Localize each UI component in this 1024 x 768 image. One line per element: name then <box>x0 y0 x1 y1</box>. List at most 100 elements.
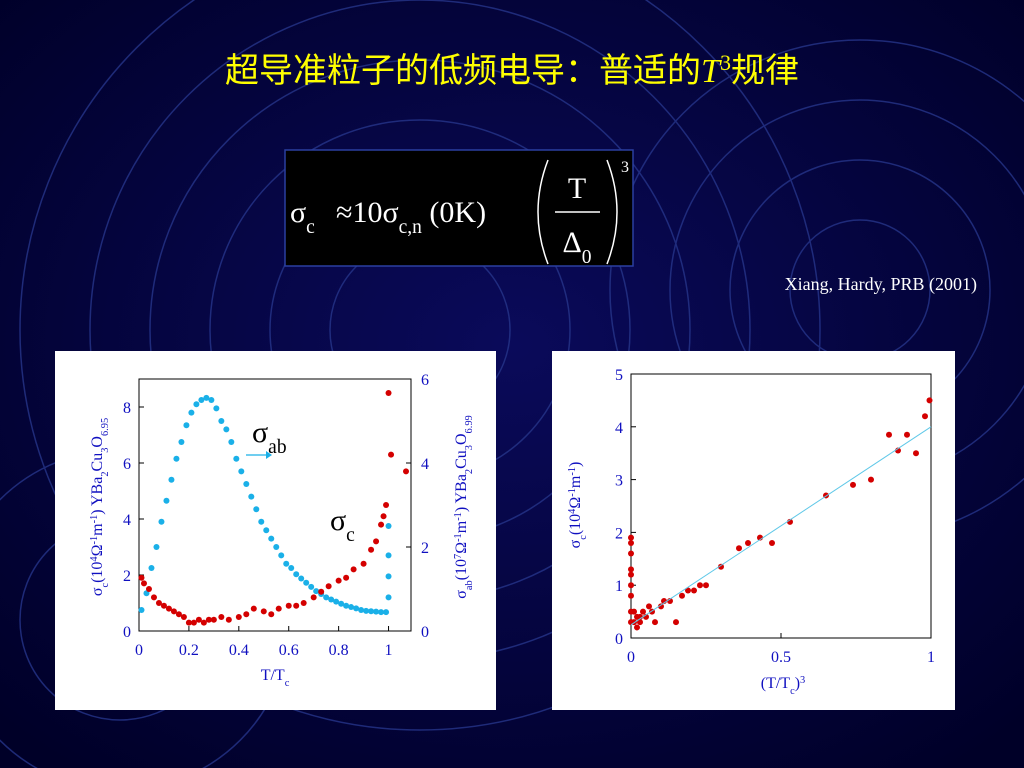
data-point <box>150 594 157 601</box>
formula-rhs: ≈10σc,n (0K) <box>336 196 486 238</box>
x-tick-label: 0 <box>627 649 635 666</box>
data-point <box>634 624 640 631</box>
data-point <box>138 574 145 581</box>
data-point <box>628 571 634 578</box>
y-axis-label-part: -1 <box>567 488 578 497</box>
data-point <box>303 579 310 586</box>
data-point <box>145 586 152 592</box>
data-point <box>373 608 380 615</box>
data-point <box>325 583 332 590</box>
data-point <box>913 450 919 457</box>
y2-axis-label-part: -1 <box>453 512 464 521</box>
slide-title-part: T <box>701 53 722 90</box>
data-point <box>628 566 634 573</box>
chart-panel <box>552 351 955 710</box>
y2-axis-label-part: (10 <box>453 559 470 580</box>
data-point <box>323 594 330 601</box>
y-axis-label-part: (10 <box>567 514 584 535</box>
data-point <box>225 616 232 623</box>
data-point <box>368 546 375 553</box>
data-point <box>140 580 147 587</box>
x-axis-label-part: c <box>790 686 795 697</box>
data-point <box>213 405 220 412</box>
formula-lhs-part: c <box>306 217 315 238</box>
annotation-part: σ <box>330 504 346 537</box>
y-axis-label-part: ) <box>567 462 584 467</box>
y-axis-label-part: Cu <box>89 453 106 472</box>
data-point <box>922 413 928 420</box>
annotation: σc <box>330 504 355 546</box>
data-point <box>165 605 172 612</box>
y-axis-label-part: -1 <box>567 467 578 476</box>
formula-box <box>284 149 634 267</box>
y-axis-label-part: σ <box>567 539 584 548</box>
data-point <box>160 602 167 609</box>
y2-axis-label-part: σ <box>453 590 470 599</box>
data-point <box>170 608 177 615</box>
y-axis-label-part: -1 <box>89 515 100 524</box>
data-point <box>188 409 195 416</box>
data-point <box>338 600 345 607</box>
data-point <box>333 598 340 605</box>
data-point <box>679 592 685 599</box>
data-point <box>298 575 305 582</box>
data-point <box>673 619 679 626</box>
data-point <box>268 535 275 542</box>
data-point <box>388 451 395 458</box>
data-point <box>403 468 410 475</box>
y-axis-label-part: 4 <box>567 508 578 514</box>
x-axis-label: T/Tc <box>261 667 290 689</box>
data-point <box>163 497 170 504</box>
data-point <box>203 394 210 401</box>
data-point <box>886 431 892 438</box>
y-axis-label-part: c <box>578 535 589 540</box>
paren-right <box>606 159 618 265</box>
data-point <box>652 619 658 626</box>
data-point <box>685 587 691 594</box>
y2-axis-label-part: Ω <box>453 542 470 554</box>
y2-axis-label-part: 6.99 <box>464 415 475 433</box>
paren-left <box>537 159 549 265</box>
data-point <box>628 592 634 599</box>
x-axis-label-part: 3 <box>800 675 805 686</box>
data-point <box>383 609 390 616</box>
data-point <box>343 574 350 581</box>
y-tick-label: 0 <box>615 631 623 648</box>
data-point <box>769 539 775 546</box>
chart-panel <box>55 351 496 710</box>
x-tick-label: 0.6 <box>279 642 299 659</box>
x-tick-label: 0.8 <box>329 642 349 659</box>
data-point <box>926 397 933 404</box>
data-point <box>646 603 652 610</box>
data-point <box>335 577 342 584</box>
data-point <box>385 573 392 580</box>
data-point <box>380 513 387 520</box>
formula-denominator: Δ0 <box>562 226 591 268</box>
slide-title: 超导准粒子的低频电导：普适的T3规律 <box>225 50 799 91</box>
annotation-arrowhead <box>266 451 272 459</box>
formula-lhs-part: σ <box>290 196 306 229</box>
data-point <box>198 397 205 403</box>
data-point <box>318 588 325 595</box>
y-tick-label: 6 <box>123 456 131 473</box>
data-point <box>628 582 634 589</box>
y-axis-label-part: O <box>89 436 106 448</box>
citation: Xiang, Hardy, PRB (2001) <box>785 274 977 295</box>
data-point <box>153 544 160 550</box>
y2-axis-label-part: O <box>453 433 470 445</box>
data-point <box>185 619 192 626</box>
data-point <box>200 619 207 626</box>
data-point <box>703 582 709 589</box>
x-axis-label-part: T/T <box>261 667 285 684</box>
data-point <box>640 608 646 615</box>
x-tick-label: 0.4 <box>229 642 249 659</box>
data-point <box>268 611 275 618</box>
data-point <box>378 521 385 528</box>
y-axis-label: σc(104Ω-1m-1) <box>567 462 589 549</box>
data-point <box>736 545 742 552</box>
fit-line <box>630 426 932 626</box>
y-axis-label-part: (10 <box>89 562 106 583</box>
data-point <box>850 481 856 488</box>
data-point <box>183 422 190 429</box>
data-point <box>658 603 664 610</box>
